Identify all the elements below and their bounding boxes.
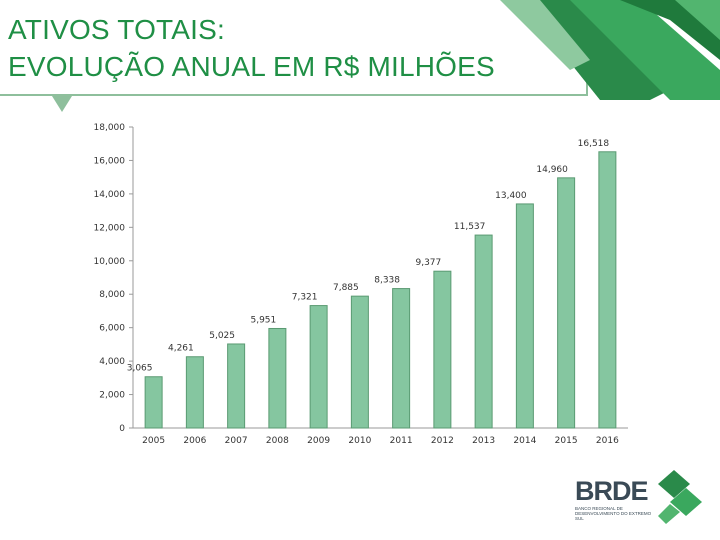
logo-text: BRDE: [575, 476, 649, 506]
data-label: 4,261: [168, 344, 194, 354]
x-tick-label: 2010: [348, 436, 371, 446]
corner-shape-5: [500, 0, 590, 70]
bar: [227, 343, 246, 429]
y-tick-label: 6,000: [99, 324, 125, 334]
brde-logo: BRDE BANCO REGIONAL DE DESENVOLVIMENTO D…: [572, 470, 712, 530]
data-label: 13,400: [495, 191, 527, 201]
title-pointer: [52, 96, 72, 112]
y-tick-label: 10,000: [94, 257, 126, 267]
data-label: 5,025: [209, 331, 235, 341]
x-tick-label: 2006: [183, 436, 206, 446]
bar: [350, 295, 369, 429]
logo-mark-icon: [658, 470, 702, 524]
data-label: 3,065: [127, 364, 153, 374]
y-tick-label: 12,000: [94, 223, 126, 233]
chart-layer: 0 2,000 4,000 6,000 8,000 10,000 12,000 14,000 1…: [94, 123, 628, 446]
corner-shape-2: [570, 0, 720, 100]
x-tick-label: 2014: [513, 436, 536, 446]
bar: [557, 177, 576, 429]
y-tick-label: 8,000: [99, 290, 125, 300]
y-tick-label: 0: [119, 424, 125, 434]
x-tick-label: 2009: [307, 436, 330, 446]
x-tick-label: 2013: [472, 436, 495, 446]
y-tick-label: 4,000: [99, 357, 125, 367]
x-tick-label: 2007: [225, 436, 248, 446]
bar: [309, 305, 328, 429]
title-line-1: ATIVOS TOTAIS:: [8, 14, 225, 45]
data-label: 9,377: [415, 258, 441, 268]
data-label: 8,338: [374, 276, 400, 286]
data-label: 14,960: [536, 165, 568, 175]
bar: [144, 376, 163, 429]
y-tick-label: 16,000: [94, 156, 126, 166]
bar: [392, 288, 411, 429]
title-box: ATIVOS TOTAIS: EVOLUÇÃO ANUAL EM R$ MILH…: [0, 0, 588, 96]
data-label: 5,951: [250, 315, 276, 325]
bar: [268, 327, 287, 429]
data-label: 16,518: [578, 139, 610, 149]
corner-shape-4: [675, 0, 720, 40]
y-tick-label: 14,000: [94, 190, 126, 200]
x-tick-label: 2012: [431, 436, 454, 446]
logo-subtitle: BANCO REGIONAL DE DESENVOLVIMENTO DO EXT…: [575, 506, 652, 521]
bar: [515, 203, 534, 429]
y-tick-label: 2,000: [99, 391, 125, 401]
bar: [185, 356, 204, 429]
data-label: 11,537: [454, 222, 486, 232]
bar: [474, 234, 493, 429]
x-tick-label: 2005: [142, 436, 165, 446]
x-tick-label: 2015: [555, 436, 578, 446]
y-tick-label: 18,000: [94, 123, 126, 133]
x-tick-label: 2016: [596, 436, 619, 446]
bar: [598, 151, 617, 429]
data-label: 7,321: [292, 293, 318, 303]
bar: [433, 270, 452, 429]
x-tick-label: 2011: [390, 436, 413, 446]
data-label: 7,885: [333, 283, 359, 293]
x-tick-label: 2008: [266, 436, 289, 446]
title-line-2: EVOLUÇÃO ANUAL EM R$ MILHÕES: [8, 51, 495, 82]
corner-decoration: [500, 0, 720, 100]
